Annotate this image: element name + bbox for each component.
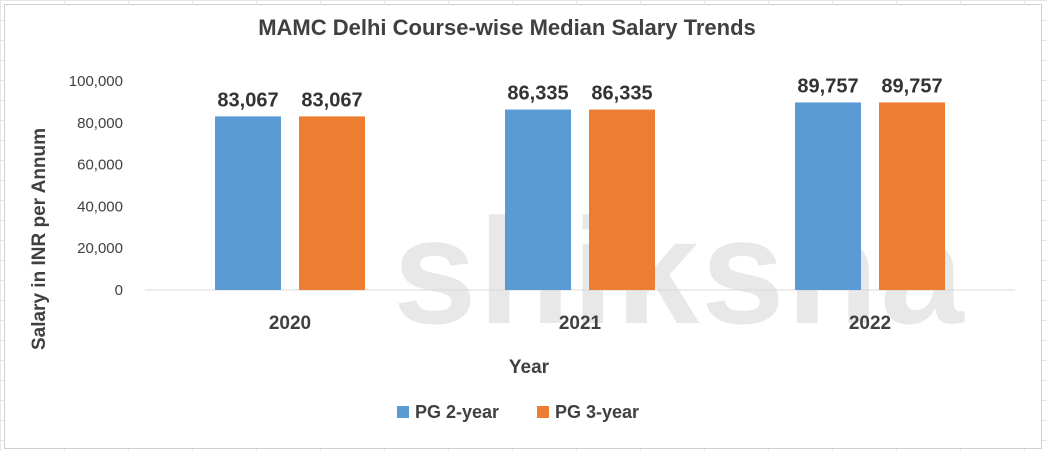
- x-category-label: 2021: [559, 313, 602, 334]
- legend[interactable]: PG 2-year PG 3-year: [397, 402, 639, 422]
- bar-pg-3-year-2022[interactable]: [879, 102, 945, 290]
- x-axis-categories: 2020 2021 2022: [269, 313, 891, 334]
- data-label: 86,335: [591, 83, 652, 105]
- chart-area[interactable]: shiksha MAMC Delhi Course-wise Median Sa…: [4, 4, 1042, 449]
- legend-label: PG 2-year: [415, 402, 499, 422]
- data-label: 89,757: [797, 75, 858, 97]
- bar-pg-2-year-2021[interactable]: [505, 109, 571, 291]
- y-tick-label: 100,000: [69, 73, 123, 90]
- y-tick-label: 20,000: [77, 240, 123, 257]
- legend-swatch: [397, 406, 409, 418]
- chart-title: MAMC Delhi Course-wise Median Salary Tre…: [258, 15, 756, 40]
- data-label: 83,067: [217, 89, 278, 111]
- legend-swatch: [537, 406, 549, 418]
- x-category-label: 2022: [849, 313, 891, 334]
- data-label: 83,067: [301, 89, 362, 111]
- y-axis-ticks: 0 20,000 40,000 60,000 80,000 100,000: [69, 73, 123, 299]
- legend-label: PG 3-year: [555, 402, 639, 422]
- bar-pg-2-year-2020[interactable]: [215, 116, 281, 290]
- watermark-text: shiksha: [393, 187, 966, 355]
- y-tick-label: 80,000: [77, 115, 123, 132]
- y-tick-label: 0: [115, 282, 123, 299]
- bar-chart: shiksha MAMC Delhi Course-wise Median Sa…: [29, 15, 1015, 422]
- bar-pg-2-year-2022[interactable]: [795, 102, 861, 290]
- x-axis-title: Year: [509, 357, 550, 378]
- y-tick-label: 40,000: [77, 198, 123, 215]
- bar-pg-3-year-2021[interactable]: [589, 109, 655, 291]
- data-label: 89,757: [881, 75, 942, 97]
- y-axis-title: Salary in INR per Annum: [29, 128, 50, 350]
- bars-group: 83,067 83,067 86,335 86,335 89,757 89,757: [215, 75, 945, 291]
- data-label: 86,335: [507, 83, 568, 105]
- y-tick-label: 60,000: [77, 157, 123, 174]
- x-category-label: 2020: [269, 313, 311, 334]
- bar-pg-3-year-2020[interactable]: [299, 116, 365, 290]
